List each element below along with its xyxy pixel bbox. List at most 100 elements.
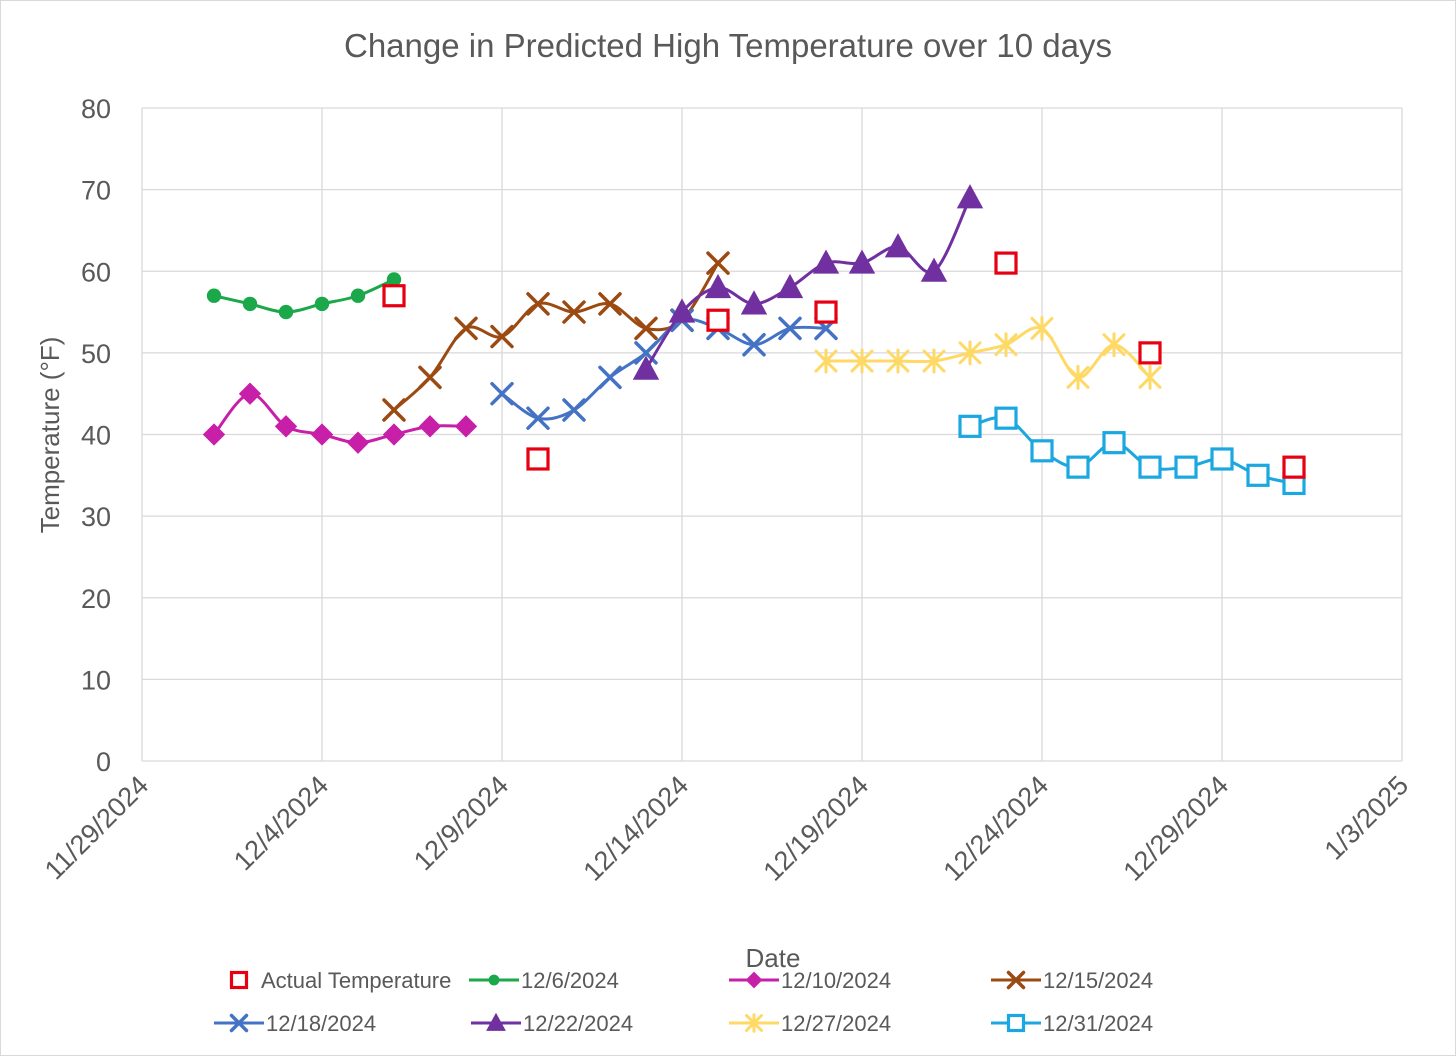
legend-label: Actual Temperature xyxy=(261,968,451,993)
y-tick-label: 50 xyxy=(81,339,111,369)
data-point xyxy=(1030,315,1054,341)
legend-label: 12/22/2024 xyxy=(523,1011,633,1036)
data-point xyxy=(1138,341,1162,365)
series-line xyxy=(825,325,1152,379)
data-point xyxy=(1174,455,1198,479)
data-point xyxy=(776,273,804,299)
legend-label: 12/6/2024 xyxy=(521,968,619,993)
data-point xyxy=(206,288,222,303)
data-point xyxy=(994,332,1018,358)
y-axis-ticks: 0 10 20 30 40 50 60 70 80 xyxy=(81,94,111,777)
series-line xyxy=(644,197,972,370)
x-tick-label: 12/14/2024 xyxy=(577,770,694,887)
x-tick-label: 12/19/2024 xyxy=(757,770,874,887)
grid xyxy=(141,107,1403,762)
data-point xyxy=(1138,455,1162,479)
chart-title: Change in Predicted High Temperature ove… xyxy=(344,27,1112,64)
data-point xyxy=(562,300,586,324)
data-point xyxy=(598,292,622,316)
data-point xyxy=(922,348,946,374)
data-point xyxy=(884,233,912,258)
legend-swatch-marker xyxy=(1006,970,1026,990)
data-point xyxy=(668,298,696,323)
legend: Actual Temperature 12/6/2024 12/10/2024 12/… xyxy=(214,968,1153,1036)
legend-item: 12/31/2024 xyxy=(991,1011,1153,1036)
data-point xyxy=(740,290,768,315)
data-point xyxy=(920,257,948,282)
legend-item: 12/18/2024 xyxy=(214,1011,376,1036)
data-point xyxy=(1102,431,1126,455)
data-point xyxy=(994,251,1018,275)
data-point xyxy=(562,398,586,422)
data-point xyxy=(350,288,366,303)
series-line xyxy=(969,415,1295,485)
x-tick-label: 11/29/2024 xyxy=(39,770,154,885)
data-point xyxy=(1066,455,1090,479)
legend-label: 12/15/2024 xyxy=(1043,968,1153,993)
x-axis-label: Date xyxy=(746,943,801,973)
data-point xyxy=(598,365,622,390)
legend-swatch-marker xyxy=(488,974,500,986)
data-point xyxy=(526,406,550,430)
data-point xyxy=(778,316,802,341)
data-point xyxy=(490,324,514,349)
data-point xyxy=(238,382,262,405)
data-point xyxy=(632,355,660,380)
data-point xyxy=(634,316,658,341)
legend-item: 12/6/2024 xyxy=(469,968,619,993)
data-point xyxy=(742,332,766,357)
data-point xyxy=(418,365,442,390)
data-point xyxy=(382,423,406,446)
x-tick-label: 12/24/2024 xyxy=(937,770,1054,887)
data-point xyxy=(848,249,876,274)
data-point xyxy=(454,415,478,438)
data-point xyxy=(274,415,298,438)
y-tick-label: 0 xyxy=(96,747,111,777)
series-line xyxy=(392,262,720,412)
data-point xyxy=(994,406,1018,430)
data-point xyxy=(346,431,370,454)
data-point xyxy=(314,296,330,312)
data-point xyxy=(956,184,984,209)
data-point xyxy=(1030,439,1054,463)
y-axis-label: Temperature (°F) xyxy=(35,337,65,534)
data-point xyxy=(1138,364,1162,390)
legend-label: 12/27/2024 xyxy=(781,1011,891,1036)
series-12-31-2024 xyxy=(958,406,1306,496)
series-line xyxy=(213,278,395,314)
data-point xyxy=(706,308,730,332)
legend-swatch-marker xyxy=(745,1013,763,1033)
y-tick-label: 60 xyxy=(81,257,111,287)
legend-label: 12/18/2024 xyxy=(266,1011,376,1036)
data-point xyxy=(418,415,442,438)
data-point xyxy=(850,348,874,374)
data-point xyxy=(814,348,838,374)
data-point xyxy=(526,447,550,471)
data-point xyxy=(382,398,406,422)
legend-item: 12/10/2024 xyxy=(729,968,891,993)
x-axis-ticks: 11/29/2024 12/4/2024 12/9/2024 12/14/2024 12… xyxy=(39,770,1414,887)
data-point xyxy=(706,251,730,275)
data-point xyxy=(704,273,732,299)
series-12-27-2024 xyxy=(814,315,1162,390)
data-point xyxy=(202,423,226,446)
data-point xyxy=(386,272,402,287)
legend-item: 12/22/2024 xyxy=(471,1011,633,1036)
series-12-10-2024 xyxy=(202,382,478,454)
x-tick-label: 12/29/2024 xyxy=(1117,770,1234,887)
legend-label: 12/10/2024 xyxy=(781,968,891,993)
y-tick-label: 80 xyxy=(81,94,111,124)
data-point xyxy=(886,348,910,374)
data-point xyxy=(1102,332,1126,358)
legend-item: Actual Temperature xyxy=(229,968,451,993)
legend-swatch-marker xyxy=(745,971,763,989)
x-tick-label: 1/3/2025 xyxy=(1319,770,1415,866)
y-tick-label: 20 xyxy=(81,584,111,614)
data-point xyxy=(1282,455,1306,479)
series-12-22-2024 xyxy=(632,184,984,380)
series-line xyxy=(501,317,827,421)
data-point xyxy=(242,296,258,312)
data-point xyxy=(1210,447,1234,471)
data-point xyxy=(812,249,840,274)
